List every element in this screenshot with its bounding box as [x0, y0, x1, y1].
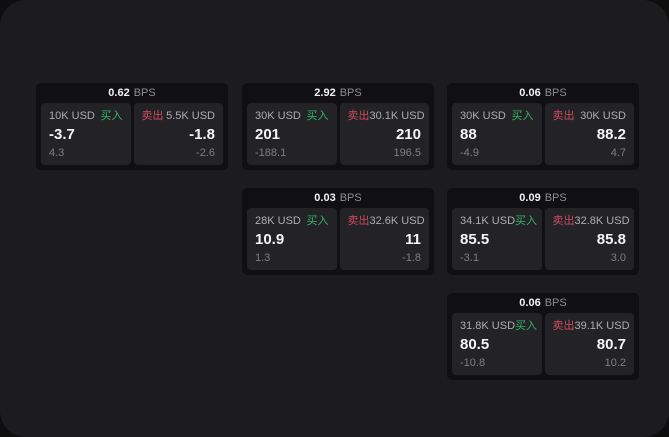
- bps-header: 0.09 BPS: [447, 188, 639, 208]
- bps-header: 2.92 BPS: [242, 83, 434, 103]
- buy-delta: -3.1: [460, 252, 479, 264]
- buy-amount: 10K USD: [49, 110, 95, 122]
- sell-price: 11: [405, 230, 421, 248]
- sell-delta: -2.6: [196, 147, 215, 159]
- quote-body: 30K USD 买入 88 -4.9 卖出 30K USD 88.2 4.7: [447, 103, 639, 165]
- buy-price: 85.5: [460, 230, 490, 248]
- sell-panel[interactable]: 卖出 30K USD 88.2 4.7: [544, 103, 634, 165]
- sell-delta: -1.8: [402, 252, 421, 264]
- buy-price: -3.7: [49, 125, 75, 143]
- bps-value: 2.92: [314, 87, 336, 99]
- sell-panel[interactable]: 卖出 32.8K USD 85.8 3.0: [544, 208, 634, 270]
- buy-price: 88: [460, 125, 477, 143]
- quote-card: 0.06 BPS 30K USD 买入 88 -4.9 卖出 30K USD 8…: [447, 83, 639, 170]
- buy-amount: 34.1K USD: [460, 215, 516, 227]
- bps-header: 0.62 BPS: [36, 83, 228, 103]
- bps-unit-label: BPS: [133, 87, 156, 99]
- sell-price: -1.8: [189, 125, 215, 143]
- bps-unit-label: BPS: [339, 192, 362, 204]
- sell-delta: 196.5: [393, 147, 421, 159]
- buy-delta: -188.1: [255, 147, 287, 159]
- quote-body: 34.1K USD 买入 85.5 -3.1 卖出 32.8K USD 85.8…: [447, 208, 639, 270]
- sell-panel[interactable]: 卖出 32.6K USD 11 -1.8: [339, 208, 429, 270]
- sell-panel[interactable]: 卖出 39.1K USD 80.7 10.2: [544, 313, 634, 375]
- buy-amount: 28K USD: [255, 215, 301, 227]
- sell-amount: 39.1K USD: [574, 320, 630, 332]
- sell-price: 85.8: [596, 230, 626, 248]
- bps-value: 0.06: [519, 87, 541, 99]
- buy-panel[interactable]: 31.8K USD 买入 80.5 -10.8: [452, 313, 542, 375]
- sell-tag: 卖出: [347, 215, 370, 227]
- buy-price: 201: [255, 125, 281, 143]
- bps-value: 0.06: [519, 297, 541, 309]
- buy-delta: 4.3: [49, 147, 65, 159]
- sell-tag: 卖出: [141, 110, 164, 122]
- quote-body: 28K USD 买入 10.9 1.3 卖出 32.6K USD 11 -1.8: [242, 208, 434, 270]
- quote-body: 30K USD 买入 201 -188.1 卖出 30.1K USD 210 1…: [242, 103, 434, 165]
- sell-tag: 卖出: [552, 110, 575, 122]
- buy-amount: 30K USD: [255, 110, 301, 122]
- sell-delta: 10.2: [604, 357, 626, 369]
- buy-price: 10.9: [255, 230, 285, 248]
- sell-price: 88.2: [596, 125, 626, 143]
- buy-tag: 买入: [306, 215, 329, 227]
- sell-panel[interactable]: 卖出 5.5K USD -1.8 -2.6: [133, 103, 223, 165]
- quote-body: 31.8K USD 买入 80.5 -10.8 卖出 39.1K USD 80.…: [447, 313, 639, 375]
- buy-amount: 31.8K USD: [460, 320, 516, 332]
- sell-tag: 卖出: [552, 320, 575, 332]
- buy-price: 80.5: [460, 335, 490, 353]
- bps-unit-label: BPS: [544, 192, 567, 204]
- buy-delta: 1.3: [255, 252, 271, 264]
- buy-panel[interactable]: 10K USD 买入 -3.7 4.3: [41, 103, 131, 165]
- quote-card: 0.06 BPS 31.8K USD 买入 80.5 -10.8 卖出 39.1…: [447, 293, 639, 380]
- bps-header: 0.06 BPS: [447, 83, 639, 103]
- sell-amount: 32.6K USD: [369, 215, 425, 227]
- buy-tag: 买入: [515, 320, 538, 332]
- buy-tag: 买入: [511, 110, 534, 122]
- sell-delta: 4.7: [610, 147, 626, 159]
- sell-tag: 卖出: [347, 110, 370, 122]
- sell-amount: 32.8K USD: [574, 215, 630, 227]
- bps-value: 0.62: [108, 87, 130, 99]
- buy-delta: -4.9: [460, 147, 479, 159]
- buy-panel[interactable]: 28K USD 买入 10.9 1.3: [247, 208, 337, 270]
- bps-unit-label: BPS: [339, 87, 362, 99]
- bps-value: 0.03: [314, 192, 336, 204]
- sell-amount: 30K USD: [580, 110, 626, 122]
- bps-value: 0.09: [519, 192, 541, 204]
- sell-amount: 5.5K USD: [166, 110, 215, 122]
- sell-price: 210: [395, 125, 421, 143]
- buy-tag: 买入: [100, 110, 123, 122]
- quote-card: 0.09 BPS 34.1K USD 买入 85.5 -3.1 卖出 32.8K…: [447, 188, 639, 275]
- sell-panel[interactable]: 卖出 30.1K USD 210 196.5: [339, 103, 429, 165]
- sell-price: 80.7: [596, 335, 626, 353]
- quote-card: 0.03 BPS 28K USD 买入 10.9 1.3 卖出 32.6K US…: [242, 188, 434, 275]
- quote-body: 10K USD 买入 -3.7 4.3 卖出 5.5K USD -1.8 -2.…: [36, 103, 228, 165]
- buy-panel[interactable]: 30K USD 买入 201 -188.1: [247, 103, 337, 165]
- buy-tag: 买入: [306, 110, 329, 122]
- buy-panel[interactable]: 30K USD 买入 88 -4.9: [452, 103, 542, 165]
- sell-tag: 卖出: [552, 215, 575, 227]
- buy-amount: 30K USD: [460, 110, 506, 122]
- buy-tag: 买入: [515, 215, 538, 227]
- bps-header: 0.06 BPS: [447, 293, 639, 313]
- bps-unit-label: BPS: [544, 87, 567, 99]
- quote-card: 0.62 BPS 10K USD 买入 -3.7 4.3 卖出 5.5K USD…: [36, 83, 228, 170]
- sell-amount: 30.1K USD: [369, 110, 425, 122]
- bps-header: 0.03 BPS: [242, 188, 434, 208]
- buy-delta: -10.8: [460, 357, 486, 369]
- quote-card: 2.92 BPS 30K USD 买入 201 -188.1 卖出 30.1K …: [242, 83, 434, 170]
- bps-unit-label: BPS: [544, 297, 567, 309]
- sell-delta: 3.0: [610, 252, 626, 264]
- buy-panel[interactable]: 34.1K USD 买入 85.5 -3.1: [452, 208, 542, 270]
